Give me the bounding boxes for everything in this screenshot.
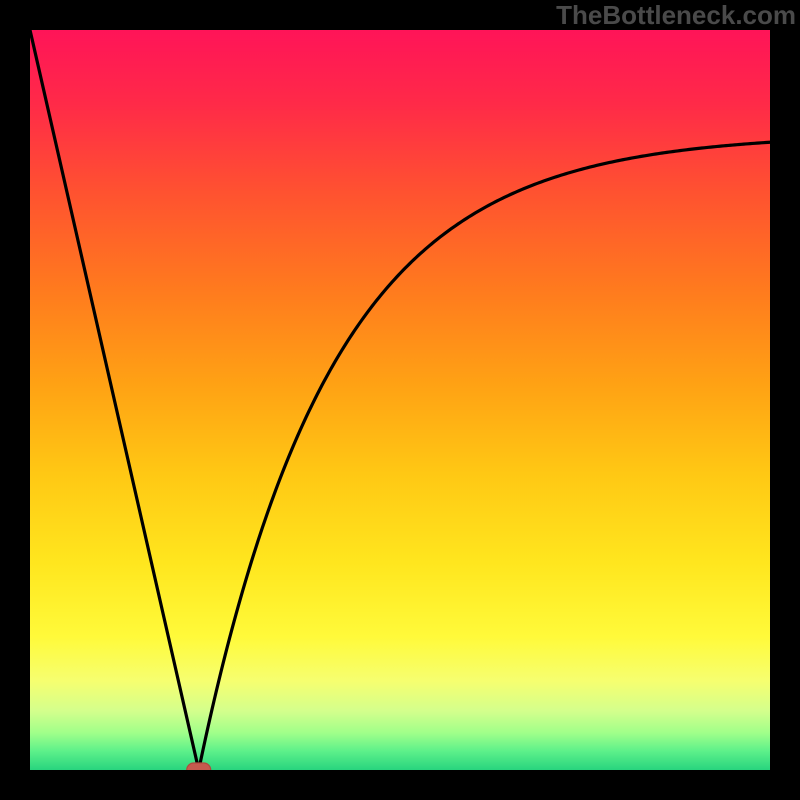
plot-svg: [30, 30, 770, 770]
valley-marker: [187, 763, 211, 770]
plot-area: [30, 30, 770, 770]
watermark-text: TheBottleneck.com: [556, 0, 796, 31]
chart-root: TheBottleneck.com: [0, 0, 800, 800]
bottleneck-curve: [30, 30, 770, 770]
